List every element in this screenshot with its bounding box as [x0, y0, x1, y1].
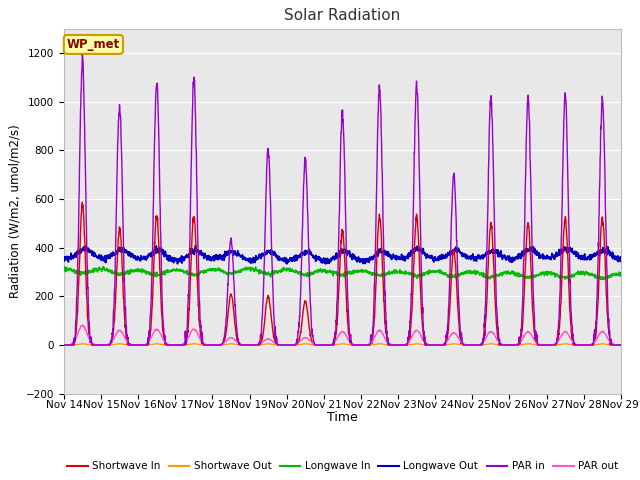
Y-axis label: Radiation (W/m2, umol/m2/s): Radiation (W/m2, umol/m2/s) [9, 124, 22, 298]
X-axis label: Time: Time [327, 411, 358, 424]
Title: Solar Radiation: Solar Radiation [284, 9, 401, 24]
Text: WP_met: WP_met [67, 38, 120, 51]
Legend: Shortwave In, Shortwave Out, Longwave In, Longwave Out, PAR in, PAR out: Shortwave In, Shortwave Out, Longwave In… [63, 457, 622, 476]
